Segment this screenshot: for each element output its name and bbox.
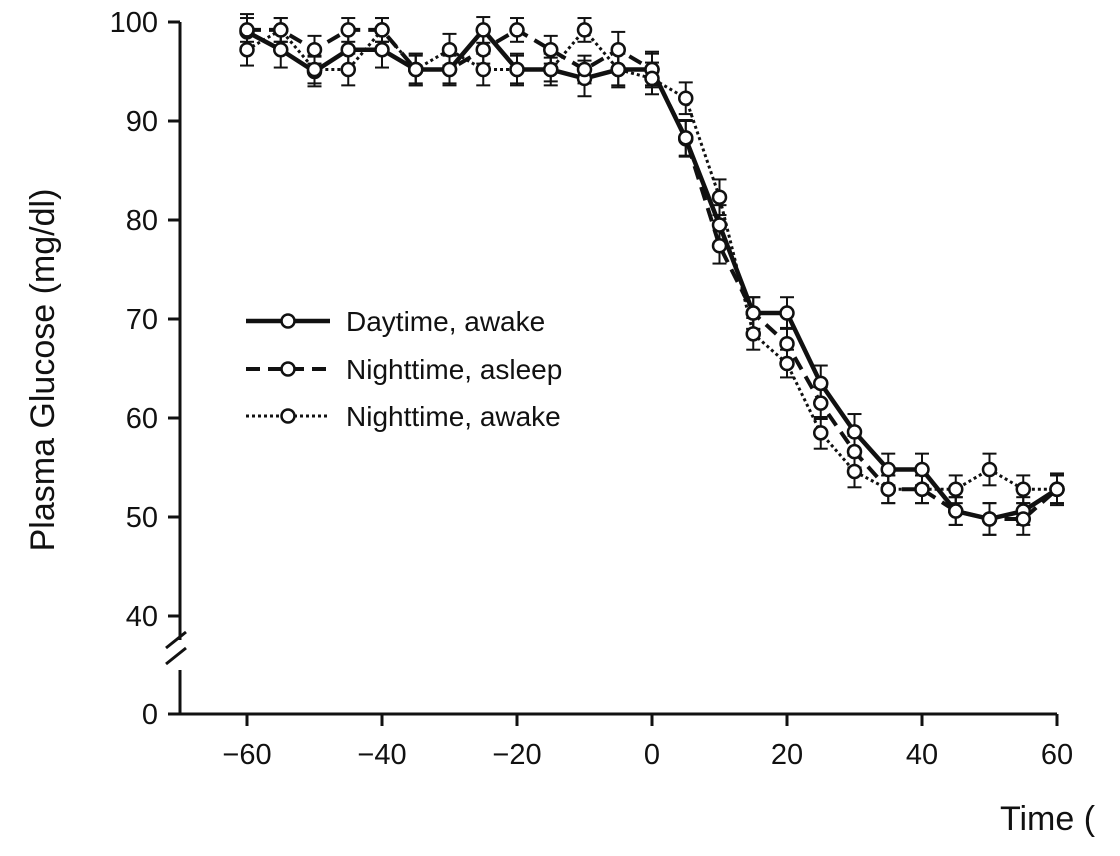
data-point <box>576 22 593 38</box>
data-point <box>948 481 964 498</box>
y-tick-label: 70 <box>126 304 158 336</box>
x-tick-label: 40 <box>906 739 938 771</box>
data-point <box>981 511 998 527</box>
data-point <box>610 61 626 78</box>
data-point <box>678 130 694 146</box>
data-point <box>914 461 930 478</box>
data-point <box>914 481 930 498</box>
data-point <box>678 90 694 106</box>
data-point <box>813 395 829 411</box>
series-layer <box>239 13 1065 536</box>
x-tick-label: 20 <box>771 739 803 771</box>
data-point <box>306 41 323 58</box>
x-tick-label: −20 <box>492 739 541 771</box>
data-point <box>306 61 323 78</box>
data-point <box>779 355 795 372</box>
legend-label: Nighttime, awake <box>346 401 561 432</box>
data-point <box>711 237 728 254</box>
data-point <box>543 41 559 58</box>
legend-marker <box>280 313 296 329</box>
data-point <box>948 503 964 519</box>
data-point <box>273 22 289 38</box>
data-point <box>1015 481 1031 498</box>
data-point <box>779 305 795 321</box>
data-point <box>441 61 458 78</box>
y-tick-label: 0 <box>142 699 158 731</box>
data-point <box>981 461 998 478</box>
data-point <box>340 22 356 38</box>
data-point <box>374 22 390 38</box>
data-point <box>846 424 863 440</box>
data-point <box>846 463 863 480</box>
data-point <box>779 336 795 352</box>
x-tick-label: 60 <box>1041 739 1073 771</box>
data-point <box>846 443 863 460</box>
axes: 100 90 80 70 60 50 40 0 −60 −40 −20 0 20 40 60 Plasma G… <box>24 7 1096 838</box>
y-tick-label: 100 <box>110 7 158 39</box>
data-point <box>880 481 896 498</box>
legend-label: Daytime, awake <box>346 306 545 337</box>
data-point <box>408 61 424 78</box>
data-point <box>745 326 761 342</box>
data-point <box>610 41 626 58</box>
data-point <box>340 41 356 58</box>
legend-item: Nighttime, awake <box>246 401 561 432</box>
data-point <box>1015 511 1031 527</box>
y-tick-label: 80 <box>126 205 158 237</box>
legend-item: Daytime, awake <box>246 306 545 337</box>
x-tick-label: 0 <box>644 739 660 771</box>
data-point <box>1049 481 1065 498</box>
legend-marker <box>280 361 296 377</box>
y-tick-label: 40 <box>126 601 158 633</box>
data-point <box>880 461 896 478</box>
data-point <box>475 22 491 38</box>
x-axis-title: Time ( <box>1000 800 1096 838</box>
data-point <box>711 189 728 205</box>
y-tick-label: 60 <box>126 403 158 435</box>
data-point <box>576 61 593 78</box>
data-point <box>273 41 289 58</box>
legend-item: Nighttime, asleep <box>246 354 562 385</box>
data-point <box>509 22 525 38</box>
axis-break-mark <box>165 646 187 666</box>
data-point <box>745 305 761 321</box>
data-point <box>340 61 356 78</box>
x-tick-label: −60 <box>222 739 271 771</box>
data-point <box>813 425 829 441</box>
data-point <box>543 61 559 78</box>
axis-break-mark <box>165 630 187 650</box>
data-point <box>239 41 255 58</box>
data-point <box>475 61 491 78</box>
y-axis-title: Plasma Glucose (mg/dl) <box>24 189 62 552</box>
y-tick-label: 90 <box>126 106 158 138</box>
data-point <box>813 375 829 392</box>
data-point <box>374 41 390 58</box>
legend-marker <box>280 408 296 424</box>
y-tick-label: 50 <box>126 502 158 534</box>
data-point <box>475 41 491 58</box>
data-point <box>509 61 525 78</box>
x-tick-label: −40 <box>357 739 406 771</box>
data-point <box>239 22 255 38</box>
series-line-2 <box>247 27 1059 521</box>
data-point <box>644 70 660 87</box>
series-line-1 <box>245 27 1059 522</box>
legend: Daytime, awake Nighttime, asleep Nighttime… <box>246 306 562 432</box>
data-point <box>441 41 458 58</box>
data-point <box>711 217 728 233</box>
legend-label: Nighttime, asleep <box>346 354 562 385</box>
